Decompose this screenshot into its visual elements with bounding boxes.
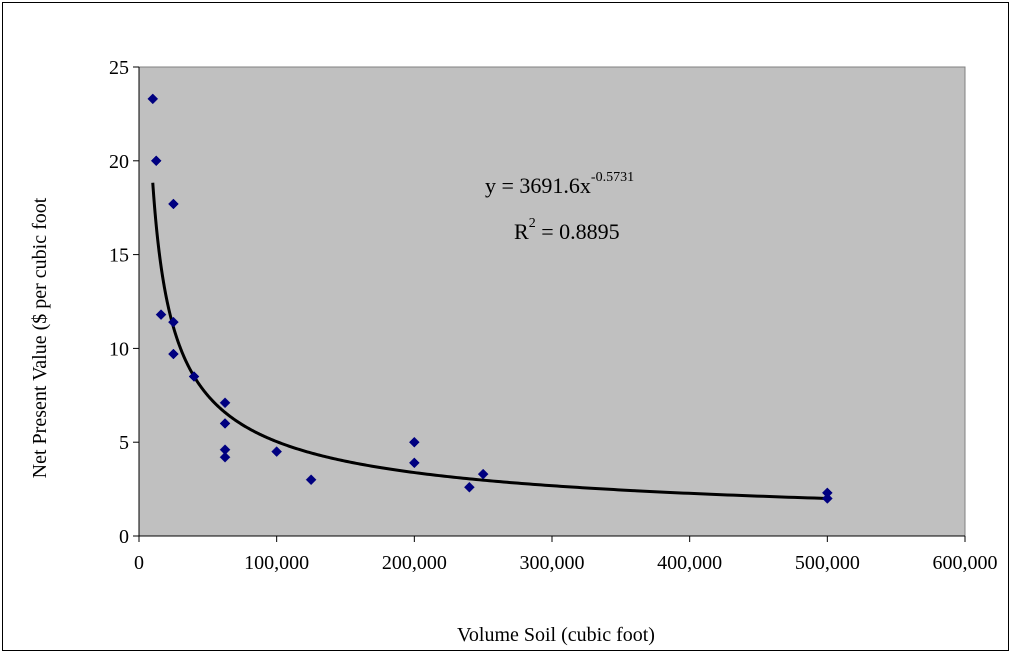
data-point <box>188 371 200 382</box>
r-squared-label: R2 = 0.8895 <box>514 216 620 244</box>
x-tick-label: 600,000 <box>933 552 998 574</box>
y-axis: 0 5 10 15 20 25 <box>109 57 140 548</box>
plot-area <box>138 66 966 537</box>
y-tick-label: 0 <box>119 526 129 548</box>
data-point <box>408 457 420 469</box>
trendline <box>151 182 828 500</box>
y-tick-label: 20 <box>109 151 129 173</box>
data-point <box>219 418 231 429</box>
r-squared-base: R <box>514 219 529 244</box>
y-tick-label: 25 <box>109 57 129 79</box>
data-point <box>219 451 231 463</box>
x-tick-label: 100,000 <box>244 552 309 574</box>
data-point <box>219 397 231 409</box>
data-point <box>477 468 489 480</box>
x-tick-label: 400,000 <box>657 552 722 574</box>
y-tick-label: 10 <box>109 338 129 360</box>
y-axis-title: Net Present Value ($ per cubic foot <box>29 197 51 478</box>
r-squared-value: = 0.8895 <box>536 219 620 244</box>
r-squared-exponent: 2 <box>529 216 536 231</box>
data-point <box>408 436 420 448</box>
data-point <box>821 493 833 504</box>
y-tick-label: 15 <box>109 245 129 267</box>
x-tick-label: 300,000 <box>520 552 585 574</box>
x-tick-label: 0 <box>134 552 144 574</box>
x-tick-label: 500,000 <box>795 552 860 574</box>
x-axis: 0 100,000 200,000 300,000 400,000 500,000 600,… <box>134 535 998 574</box>
x-axis-title: Volume Soil (cubic foot) <box>457 624 655 646</box>
data-point <box>168 316 179 328</box>
data-point <box>150 155 162 167</box>
data-point <box>168 348 179 360</box>
trendline-equation: y = 3691.6x-0.5731 <box>485 170 634 198</box>
data-point <box>305 474 317 486</box>
data-point <box>147 93 159 105</box>
data-point <box>464 481 475 493</box>
equation-exponent: -0.5731 <box>591 170 634 185</box>
data-point <box>168 198 179 210</box>
data-points <box>147 93 833 504</box>
y-tick-label: 5 <box>119 432 129 454</box>
x-tick-label: 200,000 <box>382 552 447 574</box>
data-point <box>271 446 283 457</box>
equation-base: y = 3691.6x <box>485 173 591 198</box>
data-point <box>155 309 167 320</box>
